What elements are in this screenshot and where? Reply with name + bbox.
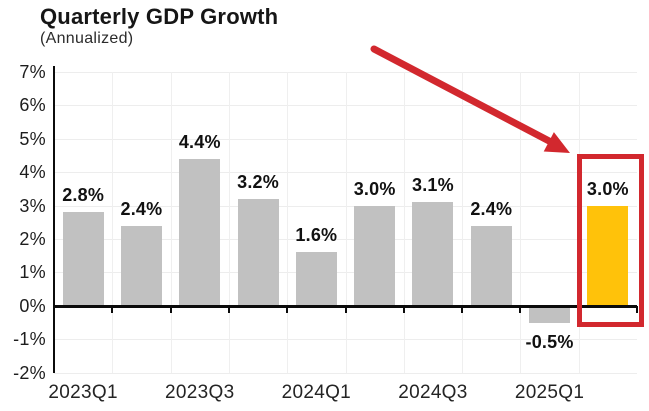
bar-2024Q4 [470,225,512,306]
x-axis-tick-label: 2024Q1 [281,382,352,403]
gridline-vertical [520,72,522,373]
gridline-vertical [112,72,114,373]
y-axis-tick-label: 6% [19,95,46,116]
y-axis-tick-label: 2% [19,229,46,249]
y-axis-line [53,66,55,373]
bar-value-label: 4.4% [178,131,221,152]
y-axis-tick-label: 4% [19,162,46,183]
x-axis-tick [344,305,347,313]
y-axis-tick-label: 7% [19,62,46,82]
bar-2024Q3 [412,202,454,306]
bar-2023Q3 [179,158,221,306]
bar-2024Q2 [354,205,396,306]
bar-value-label: 2.8% [62,185,105,206]
gridline-vertical [170,72,172,373]
bar-value-label: 3.1% [412,175,454,196]
y-axis-tick-label: -1% [13,329,46,350]
bar-value-label: 2.4% [470,198,513,219]
bar-value-label: 2.4% [120,198,163,219]
y-axis-tick-label: 0% [19,295,46,316]
y-axis-tick-label: 5% [19,128,46,149]
x-axis-tick [461,305,464,313]
x-axis-tick-label: 2024Q3 [398,382,468,403]
y-axis-tick-label: -2% [13,362,46,383]
x-axis-tick [636,305,638,313]
x-axis-tick [227,305,230,313]
x-axis-tick [169,305,172,313]
x-axis-tick-label: 2023Q1 [48,382,118,403]
x-axis-tick [111,305,114,313]
bar-2024Q1 [295,252,337,306]
x-axis-tick [286,305,289,313]
gridline-horizontal [54,372,637,374]
gridline-vertical [403,72,405,373]
bar-value-label: 3.2% [237,171,279,192]
x-axis-tick [402,305,405,313]
chart-subtitle: (Annualized) [40,30,134,47]
gridline-vertical [345,72,347,373]
y-axis-tick-label: 1% [19,262,46,283]
bar-2025Q2 [587,205,629,306]
bar-2023Q4 [237,198,279,306]
highlight-box-annotation [577,154,644,327]
chart-title: Quarterly GDP Growth [40,4,279,29]
bar-value-label: 3.0% [353,178,396,199]
x-axis-tick-label: 2023Q3 [165,382,235,403]
bar-2023Q2 [120,225,162,306]
gridline-vertical [462,72,464,373]
bar-value-label: -0.5% [525,331,574,352]
bar-2025Q1 [529,306,571,324]
gridline-vertical [287,72,289,373]
x-axis-tick-label: 2025Q1 [514,382,585,403]
gridline-vertical [228,72,230,373]
bar-2023Q1 [62,212,104,306]
y-axis-tick-label: 3% [19,195,46,216]
bar-value-label: 1.6% [295,225,338,246]
x-axis-tick [519,305,522,313]
bar-value-label: 3.0% [586,178,629,199]
